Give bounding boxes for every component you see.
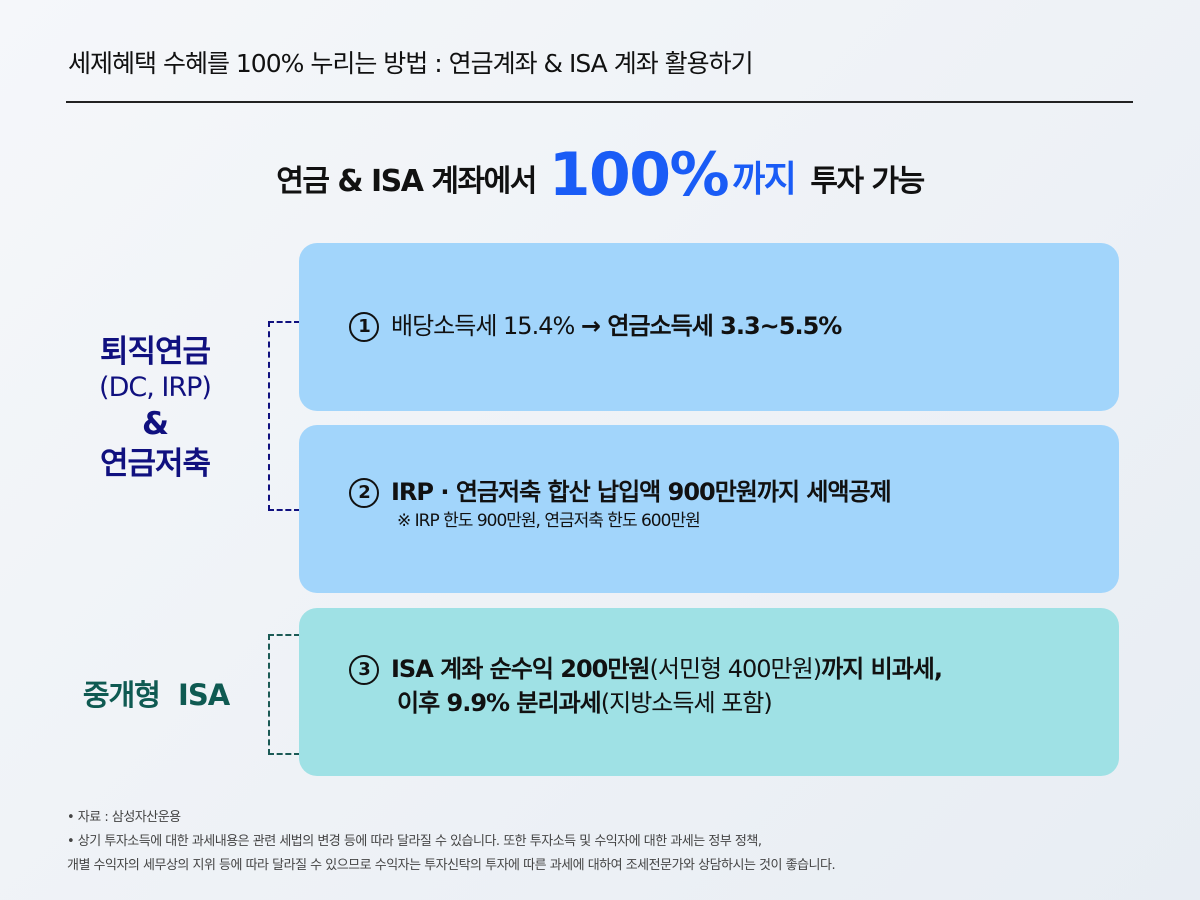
benefit-box-2: 2 IRP · 연금저축 합산 납입액 900만원까지 세액공제 ※ IRP 한도… <box>299 425 1119 593</box>
headline-highlight-word: 까지 <box>732 159 797 200</box>
item-text: (서민형 400만원) <box>649 655 823 683</box>
circled-number-1: 1 <box>349 312 379 342</box>
item-text-bold: 연금소득세 3.3~5.5% <box>600 312 842 340</box>
headline: 연금 & ISA 계좌에서 100% 까지 투자 가능 <box>0 140 1200 210</box>
circled-number-2: 2 <box>349 478 379 508</box>
benefit-box-3: 3 ISA 계좌 순수익 200만원(서민형 400만원)까지 비과세, 이후 9… <box>299 608 1119 776</box>
item-text-bold: 까지 비과세, <box>821 655 943 683</box>
footer-disclaimer-2: 개별 수익자의 세무상의 지위 등에 따라 달라질 수 있으므로 수익자는 투자… <box>67 858 836 873</box>
headline-suffix: 투자 가능 <box>810 164 925 199</box>
page-title: 세제혜택 수혜를 100% 누리는 방법 : 연금계좌 & ISA 계좌 활용하… <box>68 49 754 78</box>
arrow-right-icon: → <box>580 312 601 340</box>
headline-prefix: 연금 & ISA 계좌에서 <box>276 164 537 199</box>
item-note: ※ IRP 한도 900만원, 연금저축 한도 600만원 <box>397 511 701 531</box>
bracket-connector-pension <box>268 321 300 511</box>
item-text-bold: 이후 9.9% 분리과세 <box>397 689 602 717</box>
item-text: (지방소득세 포함) <box>600 689 773 717</box>
bracket-connector-isa <box>268 634 300 755</box>
item-line-2: 이후 9.9% 분리과세(지방소득세 포함) <box>397 686 942 720</box>
group-label-pension: 퇴직연금 (DC, IRP) & 연금저축 <box>70 332 240 484</box>
headline-highlight-number: 100% <box>548 140 730 210</box>
circled-number-3: 3 <box>349 655 379 685</box>
group-label-paren: (DC, IRP) <box>99 372 212 403</box>
footer-disclaimer-1: • 상기 투자소득에 대한 과세내용은 관련 세법의 변경 등에 따라 달라질 … <box>67 834 762 849</box>
item-text-bold: ISA 계좌 순수익 200만원 <box>391 655 651 683</box>
item-text: 배당소득세 15.4% <box>391 312 581 340</box>
group-label-main: 퇴직연금 <box>99 334 211 370</box>
benefit-box-1: 1 배당소득세 15.4% → 연금소득세 3.3~5.5% <box>299 243 1119 411</box>
group-label-amp: & <box>141 406 169 442</box>
title-divider <box>66 101 1133 103</box>
footer-source: • 자료 : 삼성자산운용 <box>67 810 181 825</box>
item-text-bold: IRP · 연금저축 합산 납입액 900만원까지 세액공제 <box>391 478 892 506</box>
group-label-sub: 연금저축 <box>99 446 211 482</box>
footer-notes: • 자료 : 삼성자산운용 • 상기 투자소득에 대한 과세내용은 관련 세법의… <box>67 806 836 878</box>
group-label-isa: 중개형 ISA <box>82 678 230 712</box>
